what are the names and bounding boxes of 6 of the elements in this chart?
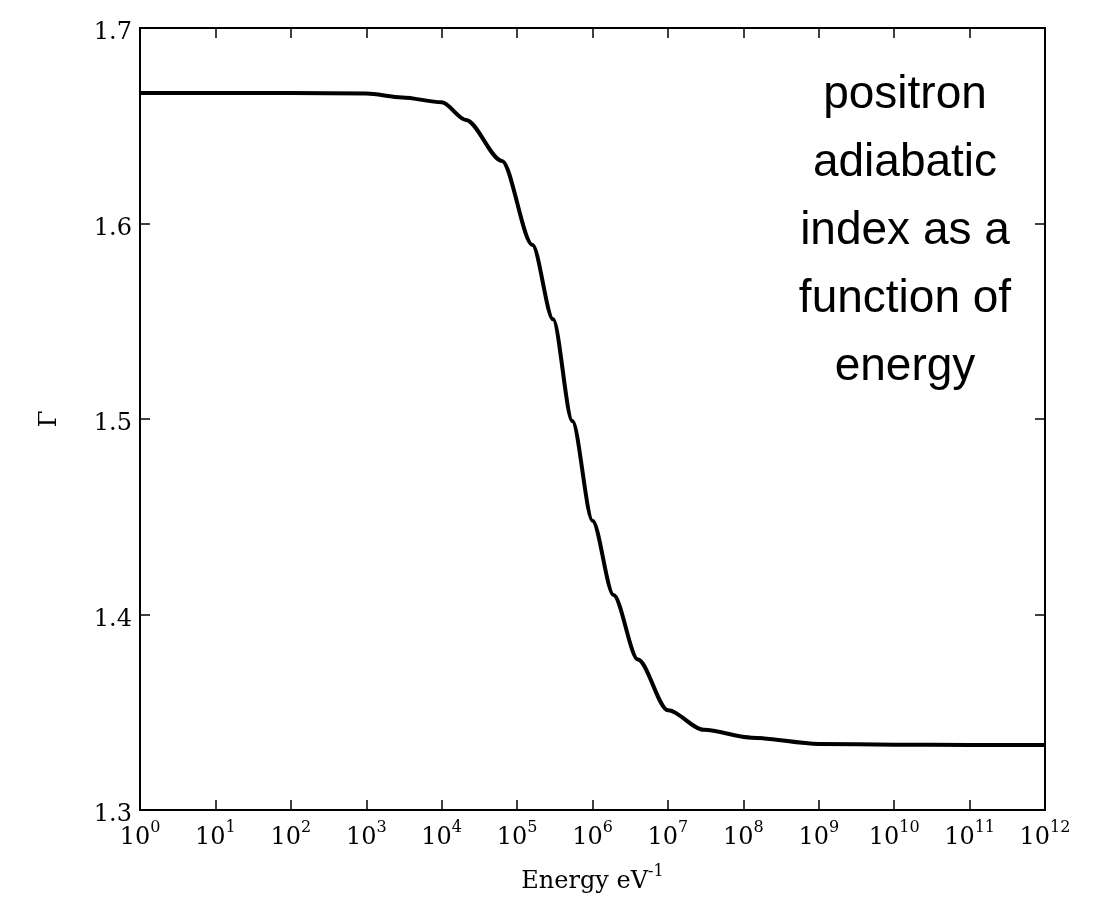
y-tick-label: 1.6 <box>93 212 132 241</box>
y-axis-title: Γ <box>34 410 62 428</box>
y-tick-label: 1.7 <box>93 17 132 45</box>
y-tick-label: 1.5 <box>93 408 132 436</box>
y-tick-label: 1.4 <box>93 603 132 632</box>
annotation: positron adiabatic index as a function of energy <box>797 65 1013 392</box>
